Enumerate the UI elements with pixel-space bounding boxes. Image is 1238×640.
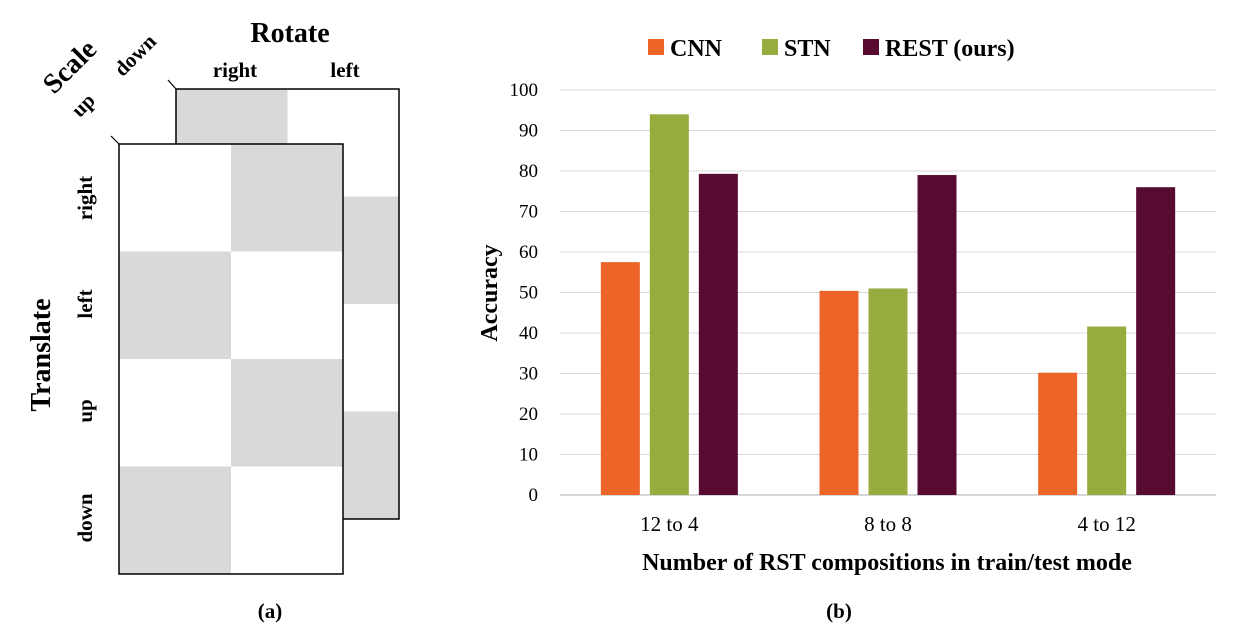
bar-stn-0 xyxy=(649,114,689,496)
panel-a-diagram: Rotate right left Scale down up Translat… xyxy=(26,18,400,623)
translate-option-right: right xyxy=(73,176,97,220)
y-tick-label: 30 xyxy=(519,364,538,385)
bar-stn-1 xyxy=(868,288,908,495)
x-tick-label: 8 to 8 xyxy=(864,512,912,536)
y-tick-label: 70 xyxy=(519,202,538,223)
bar-stn-2 xyxy=(1087,326,1127,495)
y-axis-ticks: 0 10 20 30 40 50 60 70 80 90 100 xyxy=(510,80,539,506)
bar-cnn-2 xyxy=(1038,372,1078,495)
scale-up-connector xyxy=(110,135,120,145)
scale-label: Scale xyxy=(37,34,103,100)
front-cell-0-1 xyxy=(231,144,343,252)
front-grid-frame xyxy=(118,143,344,575)
caption-b: (b) xyxy=(826,599,852,623)
y-tick-label: 0 xyxy=(529,485,539,506)
scale-down-connector xyxy=(167,79,177,90)
translate-option-down: down xyxy=(73,493,97,542)
x-axis-ticks: 12 to 4 8 to 8 4 to 12 xyxy=(640,512,1136,536)
translate-label: Translate xyxy=(26,298,57,411)
front-cell-3-0 xyxy=(119,466,231,574)
caption-a: (a) xyxy=(258,599,283,623)
bar-cnn-1 xyxy=(819,290,859,495)
translate-option-up: up xyxy=(73,399,97,422)
bar-rest-1 xyxy=(917,175,957,496)
legend-swatch-1 xyxy=(762,39,778,55)
rotate-option-right: right xyxy=(213,58,257,82)
bar-rest-0 xyxy=(698,173,738,495)
x-axis-label: Number of RST compositions in train/test… xyxy=(642,550,1132,576)
scale-option-up: up xyxy=(66,88,99,121)
rotate-label: Rotate xyxy=(250,18,329,49)
y-tick-label: 90 xyxy=(519,121,538,142)
y-tick-label: 40 xyxy=(519,323,538,344)
front-grid xyxy=(119,144,343,574)
scale-option-down: down xyxy=(109,29,161,81)
x-tick-label: 4 to 12 xyxy=(1077,512,1135,536)
legend-swatch-2 xyxy=(863,39,879,55)
chart-legend: CNN STN REST (ours) xyxy=(648,36,1015,62)
bar-rest-2 xyxy=(1136,187,1176,495)
legend-label-0: CNN xyxy=(670,36,723,62)
y-tick-label: 50 xyxy=(519,283,538,304)
y-tick-label: 100 xyxy=(510,80,539,101)
x-tick-label: 12 to 4 xyxy=(640,512,699,536)
chart-bars xyxy=(600,114,1176,496)
y-tick-label: 20 xyxy=(519,404,538,425)
y-tick-label: 60 xyxy=(519,242,538,263)
legend-label-2: REST (ours) xyxy=(885,36,1015,62)
panel-b-chart: CNN STN REST (ours) 0 10 20 30 40 50 60 70 80 90 100… xyxy=(477,36,1216,623)
front-cell-2-1 xyxy=(231,359,343,467)
front-cell-1-0 xyxy=(119,251,231,359)
rotate-option-left: left xyxy=(330,58,359,82)
legend-swatch-0 xyxy=(648,39,664,55)
legend-label-1: STN xyxy=(784,36,831,62)
y-axis-label: Accuracy xyxy=(477,244,503,341)
translate-option-left: left xyxy=(73,289,97,318)
y-tick-label: 10 xyxy=(519,445,538,466)
y-tick-label: 80 xyxy=(519,161,538,182)
bar-cnn-0 xyxy=(600,262,640,495)
